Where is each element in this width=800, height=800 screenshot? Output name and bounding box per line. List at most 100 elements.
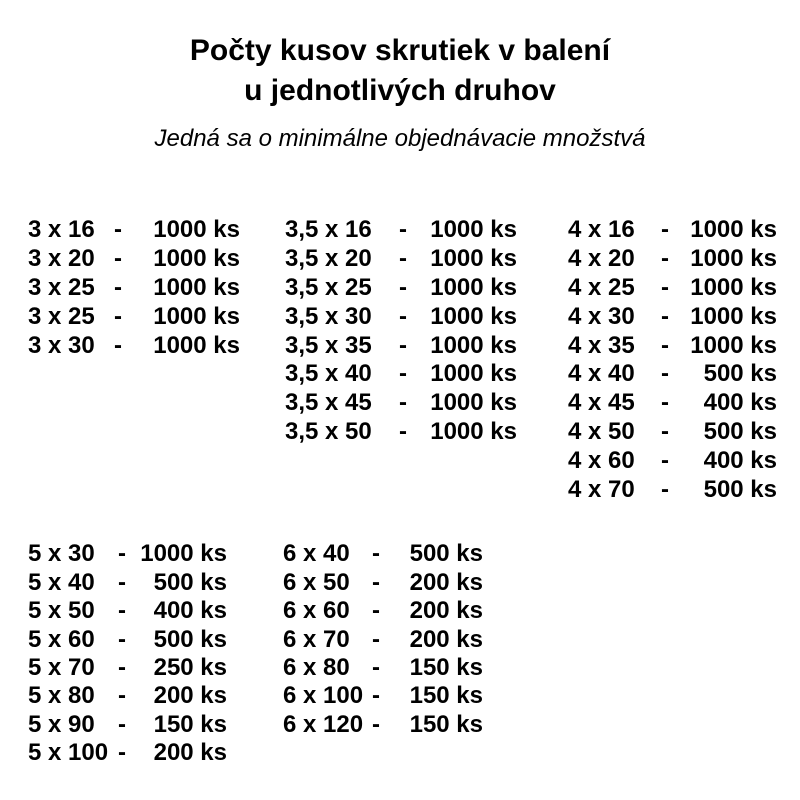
quantity-label: 1000 ks xyxy=(690,331,777,359)
size-label: 3,5 x 20 xyxy=(285,245,372,273)
table-row: 5 x 100-200 ks xyxy=(28,739,227,767)
size-label: 3 x 25 xyxy=(28,302,95,330)
table-row: 3,5 x 35-1000 ks xyxy=(285,331,517,360)
size-label: 6 x 50 xyxy=(283,568,350,596)
table-row: 5 x 40-500 ks xyxy=(28,568,227,596)
quantity-label: 150 ks xyxy=(409,653,483,681)
size-label: 4 x 50 xyxy=(568,417,635,445)
size-label: 3 x 16 xyxy=(28,216,95,244)
quantity-label: 500 ks xyxy=(703,417,777,445)
table-row: 4 x 20-1000 ks xyxy=(568,245,777,274)
dash-separator: - xyxy=(118,710,126,738)
table-row: 6 x 50- 200 ks xyxy=(283,568,483,596)
quantity-label: 200 ks xyxy=(409,597,483,625)
dash-separator: - xyxy=(661,331,669,359)
table-row: 5 x 90-150 ks xyxy=(28,711,227,739)
quantity-label: 200 ks xyxy=(153,682,227,710)
quantity-label: 500 ks xyxy=(153,568,227,596)
size-label: 3 x 25 xyxy=(28,273,95,301)
table-row: 6 x 60- 200 ks xyxy=(283,597,483,625)
dash-separator: - xyxy=(399,389,407,417)
quantity-label: 400 ks xyxy=(703,446,777,474)
size-label: 6 x 40 xyxy=(283,540,350,568)
size-label: 4 x 60 xyxy=(568,446,635,474)
dash-separator: - xyxy=(118,625,126,653)
dash-separator: - xyxy=(661,446,669,474)
quantity-label: 150 ks xyxy=(409,682,483,710)
table-row: 5 x 30-1000 ks xyxy=(28,540,227,568)
page-subtitle: Jedná sa o minimálne objednávacie množst… xyxy=(154,125,646,152)
title-line-1: Počty kusov skrutiek v balení xyxy=(189,34,611,67)
table-row: 3,5 x 20-1000 ks xyxy=(285,245,517,274)
quantity-label: 1000 ks xyxy=(690,302,777,330)
table-row: 3 x 30- 1000 ks xyxy=(28,331,240,360)
size-label: 4 x 30 xyxy=(568,302,635,330)
size-label: 6 x 120 xyxy=(283,710,364,738)
table-row: 4 x 60- 400 ks xyxy=(568,446,777,475)
quantity-label: 1000 ks xyxy=(430,245,517,273)
dash-separator: - xyxy=(661,273,669,301)
table-row: 3,5 x 50-1000 ks xyxy=(285,418,517,447)
size-label: 5 x 60 xyxy=(28,625,95,653)
size-label: 6 x 60 xyxy=(283,597,350,625)
size-label: 6 x 70 xyxy=(283,625,350,653)
dash-separator: - xyxy=(399,216,407,244)
dash-separator: - xyxy=(661,389,669,417)
quantity-label: 400 ks xyxy=(703,389,777,417)
table-row: 3 x 25- 1000 ks xyxy=(28,302,240,331)
size-label: 3,5 x 35 xyxy=(285,331,372,359)
dash-separator: - xyxy=(372,653,380,681)
size-table-4mm: 4 x 16-1000 ks 4 x 20-1000 ks 4 x 25-1000 … xyxy=(568,216,777,504)
dash-separator: - xyxy=(114,273,122,301)
size-label: 6 x 100 xyxy=(283,682,364,710)
quantity-label: 1000 ks xyxy=(690,245,777,273)
dash-separator: - xyxy=(661,245,669,273)
size-label: 5 x 40 xyxy=(28,568,95,596)
quantity-label: 500 ks xyxy=(703,475,777,503)
dash-separator: - xyxy=(372,540,380,568)
table-row: 4 x 45- 400 ks xyxy=(568,389,777,418)
table-row: 4 x 16-1000 ks xyxy=(568,216,777,245)
page-title: Počty kusov skrutiek v balení u jednotli… xyxy=(0,31,800,111)
size-label: 3 x 20 xyxy=(28,245,95,273)
quantity-label: 150 ks xyxy=(409,710,483,738)
quantity-label: 1000 ks xyxy=(430,216,517,244)
dash-separator: - xyxy=(114,331,122,359)
size-label: 5 x 50 xyxy=(28,597,95,625)
size-label: 3 x 30 xyxy=(28,331,95,359)
table-row: 4 x 25-1000 ks xyxy=(568,274,777,303)
dash-separator: - xyxy=(118,540,126,568)
quantity-label: 1000 ks xyxy=(690,216,777,244)
size-label: 5 x 70 xyxy=(28,653,95,681)
table-row: 4 x 70- 500 ks xyxy=(568,475,777,504)
dash-separator: - xyxy=(372,568,380,596)
dash-separator: - xyxy=(114,302,122,330)
quantity-label: 500 ks xyxy=(409,540,483,568)
quantity-label: 200 ks xyxy=(409,568,483,596)
quantity-label: 500 ks xyxy=(153,625,227,653)
quantity-label: 1000 ks xyxy=(430,273,517,301)
dash-separator: - xyxy=(399,302,407,330)
size-table-6mm: 6 x 40-500 ks 6 x 50-200 ks 6 x 60-200 ks 6… xyxy=(283,540,483,739)
table-row: 5 x 70-250 ks xyxy=(28,654,227,682)
size-label: 4 x 25 xyxy=(568,273,635,301)
quantity-label: 200 ks xyxy=(409,625,483,653)
dash-separator: - xyxy=(372,682,380,710)
dash-separator: - xyxy=(399,273,407,301)
dash-separator: - xyxy=(399,417,407,445)
table-row: 3,5 x 45-1000 ks xyxy=(285,389,517,418)
quantity-label: 1000 ks xyxy=(430,331,517,359)
dash-separator: - xyxy=(372,597,380,625)
table-row: 4 x 50- 500 ks xyxy=(568,418,777,447)
size-label: 4 x 70 xyxy=(568,475,635,503)
dash-separator: - xyxy=(399,245,407,273)
size-label: 5 x 90 xyxy=(28,710,95,738)
dash-separator: - xyxy=(114,245,122,273)
dash-separator: - xyxy=(118,739,126,767)
size-label: 3,5 x 16 xyxy=(285,216,372,244)
dash-separator: - xyxy=(118,682,126,710)
dash-separator: - xyxy=(114,216,122,244)
table-row: 6 x 70- 200 ks xyxy=(283,625,483,653)
dash-separator: - xyxy=(399,360,407,388)
